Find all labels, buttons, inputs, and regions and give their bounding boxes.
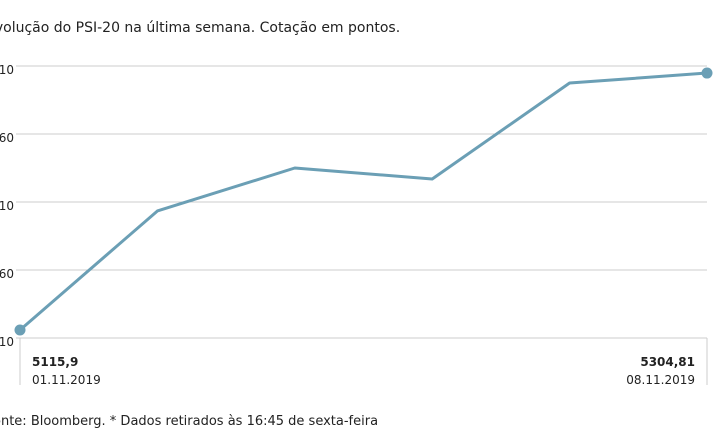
x-tick-label: 08.11.2019 (626, 373, 695, 387)
end-point (14, 324, 26, 336)
y-tick-label: 5210 (0, 199, 14, 213)
y-tick-label: 5110 (0, 335, 14, 349)
chart-title: Evolução do PSI-20 na última semana. Cot… (0, 20, 400, 36)
end-point (701, 67, 713, 79)
y-tick-label: 5160 (0, 267, 14, 281)
value-label: 5304,81 (640, 355, 695, 369)
value-label: 5115,9 (32, 355, 78, 369)
line (19, 71, 708, 332)
y-tick-label: 5260 (0, 131, 14, 145)
source: Fonte: Bloomberg. * Dados retirados às 1… (0, 414, 378, 429)
y-tick-label: 5310 (0, 63, 14, 77)
x-tick-label: 01.11.2019 (32, 373, 101, 387)
